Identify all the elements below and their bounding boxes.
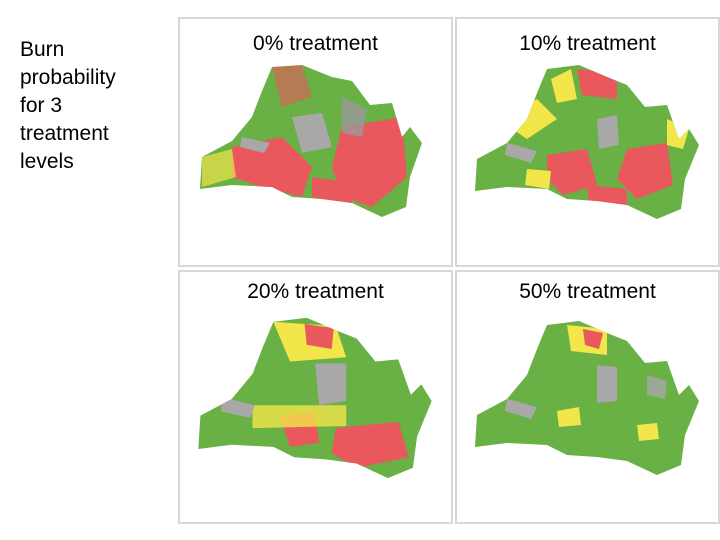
side-title: Burn probability for 3 treatment levels — [20, 38, 116, 173]
burn-probability-map-10pct — [475, 65, 699, 219]
panel-label: 50% treatment — [519, 280, 656, 303]
map-panel-20pct: 20% treatment — [178, 270, 453, 524]
panel-label: 0% treatment — [253, 32, 378, 55]
map-panel-10pct: 10% treatment — [455, 17, 720, 267]
panel-label: 10% treatment — [519, 32, 656, 55]
panel-label: 20% treatment — [247, 280, 384, 303]
burn-probability-map-50pct — [475, 321, 699, 475]
burn-probability-map-0pct — [200, 65, 422, 217]
map-panel-0pct: 0% treatment — [178, 17, 453, 267]
burn-probability-map-20pct — [198, 317, 432, 479]
map-panel-50pct: 50% treatment — [455, 270, 720, 524]
